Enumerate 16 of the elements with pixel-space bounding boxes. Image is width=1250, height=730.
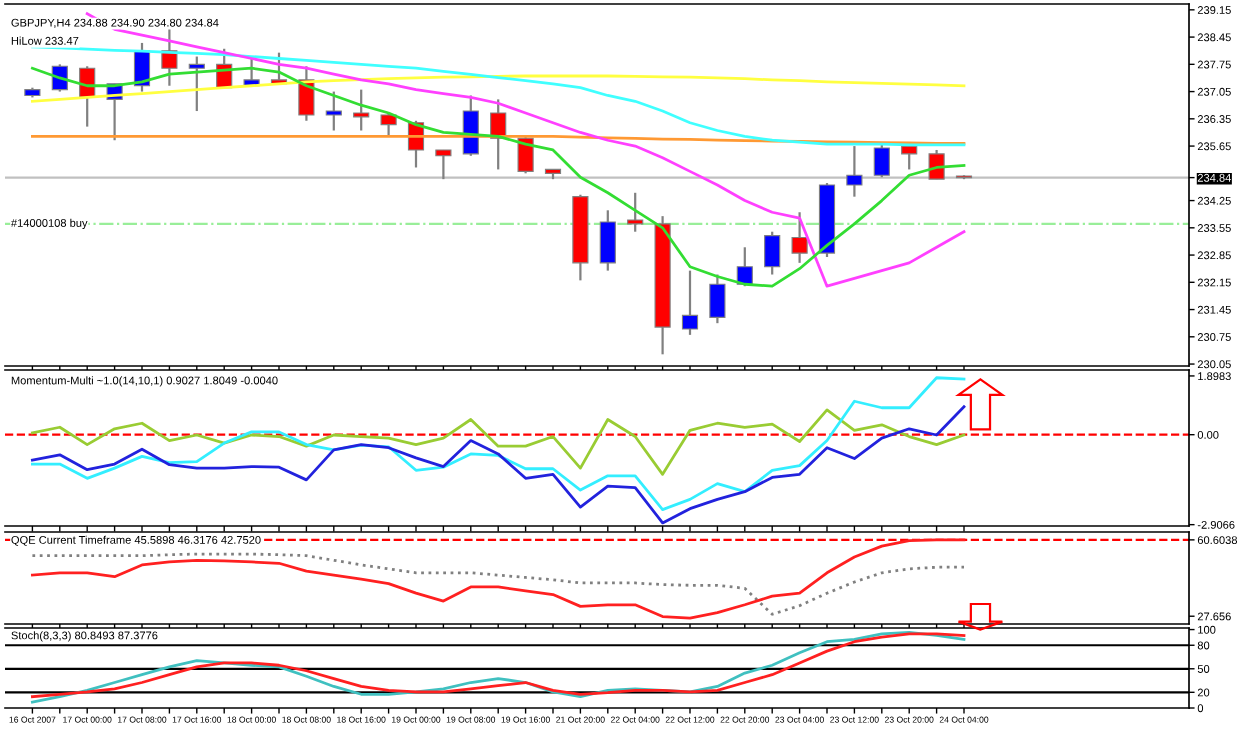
candlestick [681,269,699,336]
candlestick [764,230,781,276]
candlestick [791,211,808,264]
candlestick [325,90,342,132]
line-series [31,538,966,620]
candlestick [846,144,863,198]
candlestick [462,94,479,157]
candlestick [599,209,616,272]
candlestick [627,191,644,233]
candlestick [435,148,452,181]
candlestick [188,55,205,113]
candlestick [709,273,726,325]
candlestick [353,88,370,132]
line-series [31,552,966,616]
candlestick [873,141,890,179]
line-series [31,408,966,476]
